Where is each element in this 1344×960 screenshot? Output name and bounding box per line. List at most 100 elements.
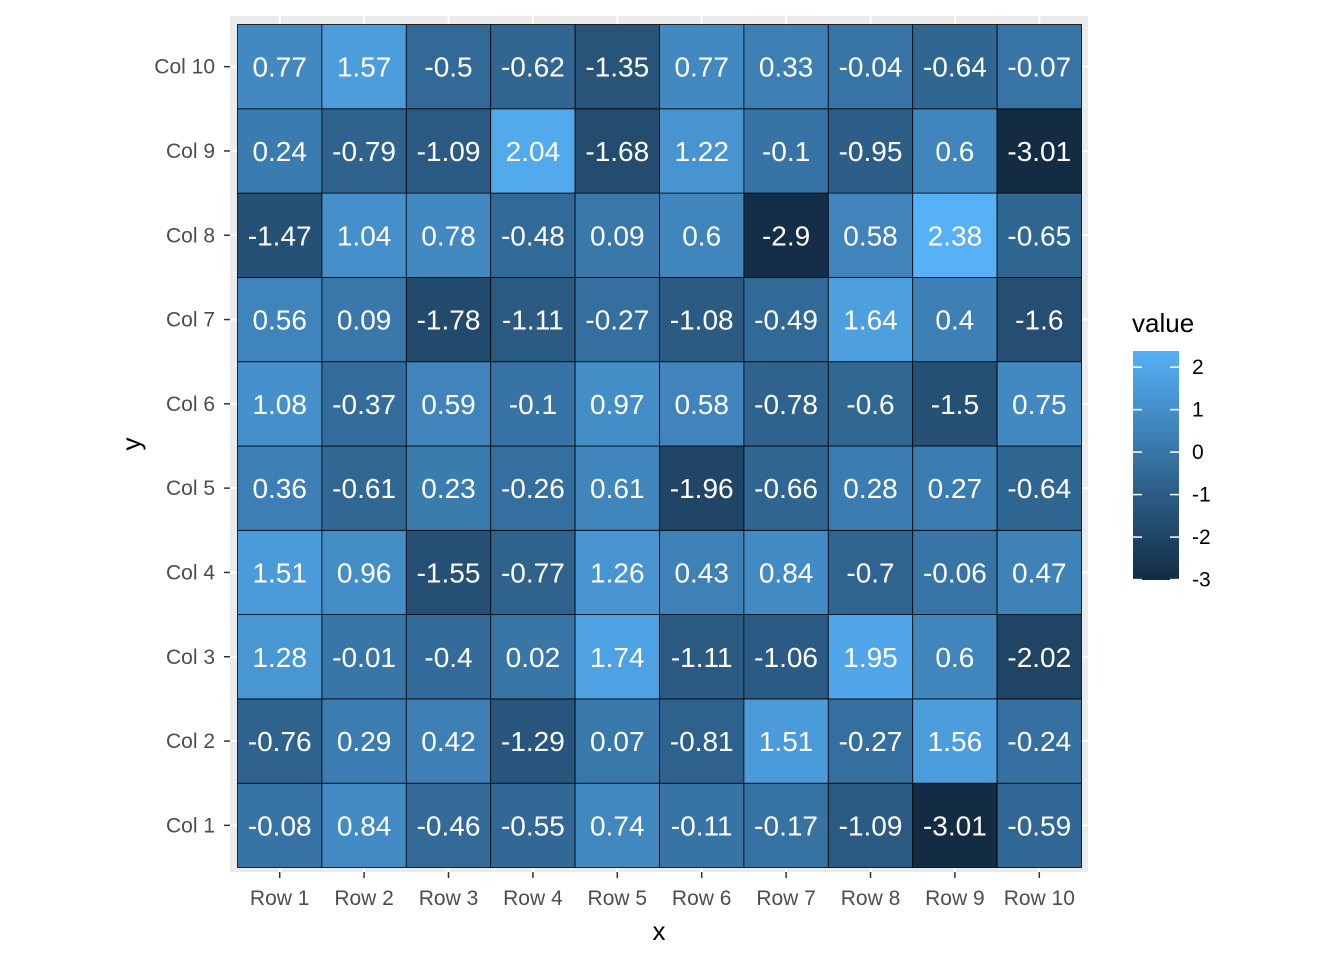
cell-value-label: 1.08 bbox=[252, 389, 307, 420]
heatmap-cell bbox=[827, 108, 914, 194]
cell-value-label: -0.1 bbox=[509, 389, 557, 420]
heatmap-cell bbox=[237, 445, 323, 531]
heatmap-cell bbox=[996, 192, 1082, 278]
heatmap-cell bbox=[827, 445, 914, 531]
heatmap-cell bbox=[912, 108, 998, 194]
cell-value-label: 0.09 bbox=[590, 220, 645, 251]
heatmap-cell bbox=[827, 192, 914, 278]
y-tick-label: Col 5 bbox=[166, 477, 215, 500]
heatmap-cell bbox=[574, 445, 660, 531]
cell-value-label: 0.59 bbox=[421, 389, 476, 420]
heatmap-cell bbox=[490, 614, 576, 700]
heatmap-cell bbox=[574, 24, 660, 110]
heatmap-cell bbox=[405, 361, 492, 447]
cell-value-label: 0.96 bbox=[337, 557, 392, 588]
cell-value-label: -0.26 bbox=[501, 473, 565, 504]
cell-value-label: 0.6 bbox=[935, 642, 974, 673]
legend-tick-label: 1 bbox=[1192, 399, 1204, 422]
cell-value-label: 0.78 bbox=[421, 220, 476, 251]
cell-value-label: -0.76 bbox=[248, 726, 312, 757]
cell-value-label: 0.27 bbox=[928, 473, 983, 504]
heatmap-cell bbox=[659, 698, 745, 784]
heatmap-cell bbox=[405, 192, 492, 278]
heatmap-cell bbox=[912, 361, 998, 447]
cell-value-label: 0.28 bbox=[843, 473, 898, 504]
cell-value-label: -0.04 bbox=[839, 52, 903, 83]
cell-value-label: 1.28 bbox=[252, 642, 307, 673]
x-tick-label: Row 7 bbox=[756, 887, 816, 910]
cell-value-label: 0.84 bbox=[759, 557, 814, 588]
legend-tick-label: 0 bbox=[1192, 441, 1204, 464]
cell-value-label: -1.68 bbox=[585, 136, 649, 167]
cell-value-label: -2.02 bbox=[1007, 642, 1071, 673]
cell-value-label: -0.55 bbox=[501, 810, 565, 841]
heatmap-cell bbox=[743, 276, 829, 363]
heatmap-cell bbox=[996, 782, 1082, 868]
heatmap-cell bbox=[490, 782, 576, 868]
x-tick-label: Row 2 bbox=[334, 887, 394, 910]
heatmap-cell bbox=[996, 24, 1082, 110]
heatmap-cell bbox=[321, 529, 407, 615]
cell-value-label: -0.78 bbox=[754, 389, 818, 420]
heatmap-cell bbox=[996, 361, 1082, 447]
heatmap-cell bbox=[912, 445, 998, 531]
heatmap-cell bbox=[827, 782, 914, 868]
heatmap-cell bbox=[321, 24, 407, 110]
cell-value-label: -0.48 bbox=[501, 220, 565, 251]
cell-value-label: 0.07 bbox=[590, 726, 645, 757]
cell-value-label: 1.74 bbox=[590, 642, 645, 673]
cell-value-label: -3.01 bbox=[923, 810, 987, 841]
heatmap-cell bbox=[743, 108, 829, 194]
cell-value-label: -1.5 bbox=[931, 389, 979, 420]
cell-value-label: -0.64 bbox=[923, 52, 987, 83]
cell-value-label: -1.11 bbox=[502, 305, 564, 336]
cell-value-label: -1.06 bbox=[754, 642, 818, 673]
heatmap-cell bbox=[237, 361, 323, 447]
x-tick-label: Row 9 bbox=[925, 887, 985, 910]
heatmap-cell bbox=[996, 698, 1082, 784]
cell-value-label: -0.81 bbox=[670, 726, 734, 757]
heatmap-cell bbox=[574, 276, 660, 363]
legend-ticks: 2 1 0 -1 -2 -3 bbox=[1133, 356, 1211, 592]
heatmap-cell bbox=[490, 698, 576, 784]
heatmap-cell bbox=[743, 24, 829, 110]
cell-value-label: 0.6 bbox=[935, 136, 974, 167]
cell-value-label: 0.61 bbox=[590, 473, 645, 504]
legend-title: value bbox=[1132, 308, 1194, 338]
heatmap-cell bbox=[912, 24, 998, 110]
cell-labels: -0.08 0.84 -0.46 -0.55 0.74 -0.11 -0.17 -1.09 -3… bbox=[248, 52, 1071, 842]
cell-value-label: 1.95 bbox=[843, 642, 898, 673]
x-tick-label: Row 3 bbox=[419, 887, 479, 910]
heatmap-cell bbox=[237, 614, 323, 700]
cell-value-label: -0.01 bbox=[332, 642, 396, 673]
cell-value-label: -0.79 bbox=[332, 136, 396, 167]
cell-value-label: -0.59 bbox=[1007, 810, 1071, 841]
heatmap-cell bbox=[996, 445, 1082, 531]
cell-value-label: 1.26 bbox=[590, 557, 645, 588]
cell-value-label: 2.38 bbox=[928, 220, 983, 251]
y-tick-label: Col 7 bbox=[166, 309, 215, 332]
cell-value-label: -1.6 bbox=[1015, 305, 1063, 336]
legend-tick-label: 2 bbox=[1192, 356, 1204, 379]
cell-value-label: 0.97 bbox=[590, 389, 645, 420]
heatmap-cell bbox=[996, 276, 1082, 363]
heatmap-cell bbox=[743, 782, 829, 868]
cell-value-label: 0.09 bbox=[337, 305, 392, 336]
heatmap-cell bbox=[743, 529, 829, 615]
cell-value-label: -0.24 bbox=[1007, 726, 1071, 757]
cell-value-label: -1.96 bbox=[670, 473, 734, 504]
cell-value-label: -1.11 bbox=[671, 642, 733, 673]
cell-value-label: -0.07 bbox=[1007, 52, 1071, 83]
cell-value-label: 0.29 bbox=[337, 726, 392, 757]
cell-value-label: 1.64 bbox=[843, 305, 898, 336]
y-tick-label: Col 6 bbox=[166, 393, 215, 416]
y-axis: Col 1 Col 2 Col 3 Col 4 Col 5 Col 6 Col 7 Col 8… bbox=[154, 56, 230, 837]
y-tick-label: Col 8 bbox=[166, 224, 215, 247]
heatmap-cell bbox=[659, 361, 745, 447]
heatmap-cell bbox=[574, 614, 660, 700]
heatmap-cell bbox=[659, 276, 745, 363]
cell-value-label: -0.1 bbox=[762, 136, 810, 167]
heatmap-cell bbox=[405, 276, 492, 363]
heatmap-cell bbox=[490, 24, 576, 110]
heatmap-cell bbox=[405, 614, 492, 700]
